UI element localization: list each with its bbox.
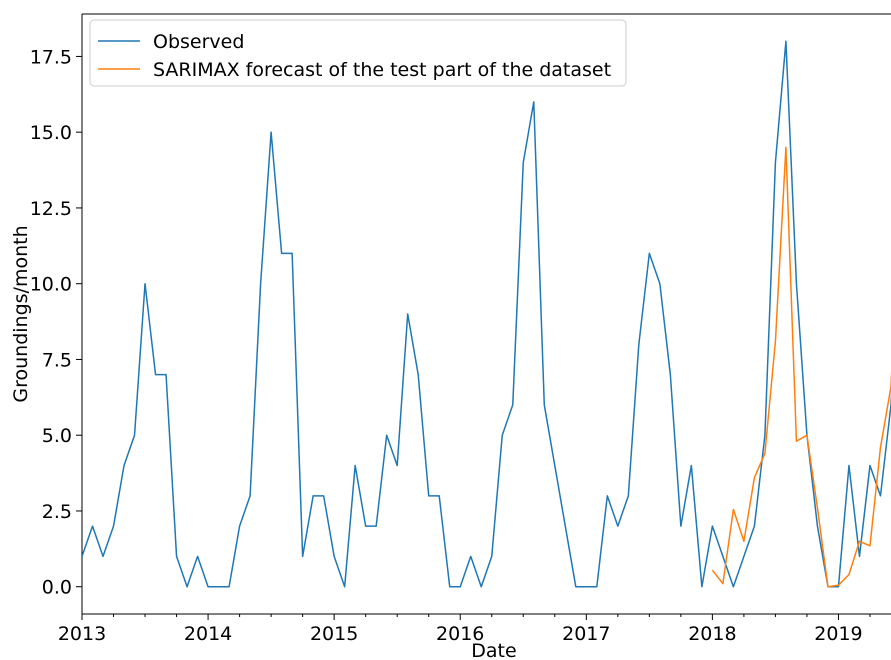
x-axis-ticks: 2013 2014 2015 2016 2017 2018 2019 — [58, 614, 871, 645]
y-tick-label: 0.0 — [42, 577, 72, 599]
legend-label-observed: Observed — [153, 31, 244, 53]
legend-label-forecast: SARIMAX forecast of the test part of the… — [153, 59, 611, 81]
legend: Observed SARIMAX forecast of the test pa… — [89, 19, 627, 87]
y-tick-label: 7.5 — [42, 349, 72, 371]
x-tick-label: 2014 — [184, 623, 232, 645]
x-tick-label: 2013 — [58, 623, 106, 645]
y-tick-label: 17.5 — [30, 46, 72, 68]
series-lines — [82, 40, 891, 588]
y-tick-label: 5.0 — [42, 425, 72, 447]
x-axis-label: Date — [471, 640, 516, 660]
y-tick-label: 15.0 — [30, 122, 72, 144]
x-tick-label: 2015 — [310, 623, 358, 645]
forecast-series-line — [711, 146, 891, 588]
y-tick-label: 12.5 — [30, 198, 72, 220]
y-tick-label: 2.5 — [42, 501, 72, 523]
y-axis-label: Groundings/month — [10, 225, 32, 402]
y-axis-ticks: 0.0 2.5 5.0 7.5 10.0 12.5 15.0 17.5 — [30, 46, 82, 599]
x-tick-label: 2019 — [814, 623, 862, 645]
observed-series-line — [82, 40, 891, 588]
legend-box — [89, 19, 627, 87]
x-tick-label: 2018 — [688, 623, 736, 645]
y-tick-label: 10.0 — [30, 274, 72, 296]
x-tick-label: 2017 — [562, 623, 610, 645]
x-tick-label: 2016 — [436, 623, 484, 645]
